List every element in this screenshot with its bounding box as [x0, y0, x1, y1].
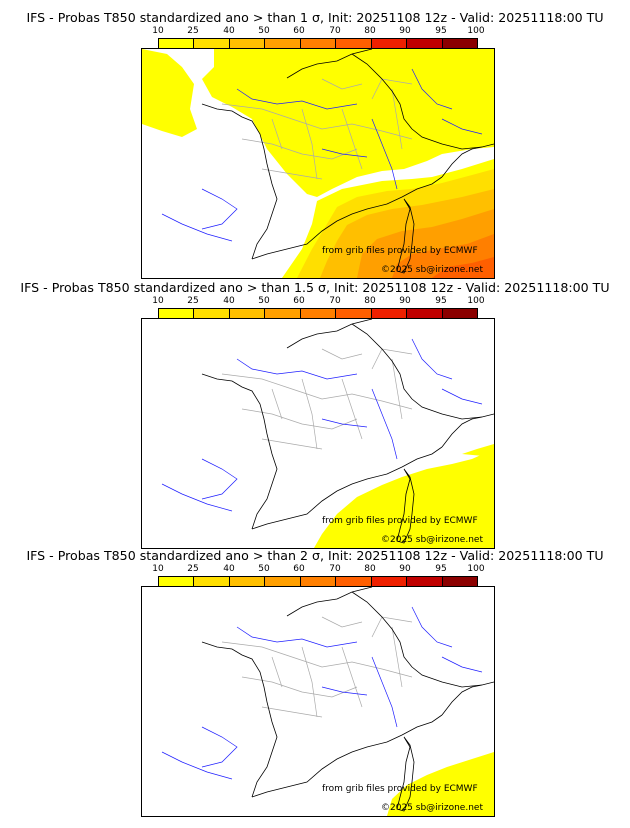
colorbar-tick: 25	[187, 26, 199, 36]
prob-area-10	[387, 752, 494, 816]
colorbar-tick: 40	[223, 564, 235, 574]
colorbar-tick: 100	[467, 296, 485, 306]
colorbar-swatch	[265, 577, 301, 586]
colorbar-swatch	[407, 39, 443, 48]
colorbar-swatch	[194, 39, 230, 48]
colorbar-swatch	[300, 309, 337, 318]
map-graphic	[161, 587, 494, 816]
colorbar-swatch	[194, 577, 230, 586]
colorbar-tick: 80	[364, 26, 376, 36]
colorbar-swatch	[407, 309, 443, 318]
colorbar-tick: 10	[152, 564, 164, 574]
colorbar-swatch	[442, 39, 477, 48]
copyright: ©2025 sb@irizone.net	[381, 535, 483, 545]
colorbar-swatch	[336, 309, 372, 318]
colorbar-tick: 90	[399, 564, 411, 574]
colorbar-tick: 80	[364, 564, 376, 574]
map-graphic	[161, 319, 494, 548]
prob-area-70	[432, 257, 494, 278]
colorbar: 10 25 40 50 60 70 80 90 95 100	[140, 26, 490, 54]
coastlines-and-borders	[201, 49, 494, 274]
colorbar-swatch	[265, 39, 301, 48]
colorbar-tick: 60	[293, 564, 305, 574]
colorbar-swatch	[265, 309, 301, 318]
colorbar-swatch	[371, 577, 408, 586]
colorbar-tick: 95	[435, 564, 447, 574]
colorbar-swatch	[442, 577, 477, 586]
colorbar-swatch	[407, 577, 443, 586]
rivers	[161, 606, 483, 780]
data-credit: from grib files provided by ECMWF	[322, 516, 478, 526]
colorbar-tick: 60	[293, 296, 305, 306]
panel-title: IFS - Probas T850 standardized ano > tha…	[26, 10, 604, 25]
colorbar-swatch	[300, 577, 337, 586]
copyright: ©2025 sb@irizone.net	[381, 803, 483, 813]
probability-map: from grib files provided by ECMWF ©2025 …	[141, 48, 495, 279]
colorbar-swatch	[371, 309, 408, 318]
colorbar-tick: 50	[258, 564, 270, 574]
data-credit: from grib files provided by ECMWF	[322, 784, 478, 794]
colorbar-tick-labels: 10 25 40 50 60 70 80 90 95 100	[140, 296, 490, 307]
colorbar-tick: 100	[467, 564, 485, 574]
colorbar-tick: 25	[187, 564, 199, 574]
data-credit: from grib files provided by ECMWF	[322, 246, 478, 256]
colorbar-swatch	[442, 309, 477, 318]
rivers	[161, 338, 483, 512]
colorbar-swatch	[371, 39, 408, 48]
coastlines-and-borders	[201, 319, 494, 544]
region-borders	[221, 616, 413, 718]
colorbar-tick: 50	[258, 296, 270, 306]
colorbar-tick: 90	[399, 26, 411, 36]
colorbar-swatch	[229, 577, 266, 586]
colorbar-swatch	[159, 309, 195, 318]
colorbar-tick: 10	[152, 26, 164, 36]
map-graphic	[142, 49, 494, 278]
colorbar-tick: 80	[364, 296, 376, 306]
colorbar-swatch	[229, 39, 266, 48]
colorbar-tick: 70	[329, 296, 341, 306]
prob-area-10	[314, 449, 494, 548]
coastlines-and-borders	[201, 587, 494, 812]
colorbar-swatch	[300, 39, 337, 48]
copyright: ©2025 sb@irizone.net	[381, 265, 483, 275]
region-borders	[221, 348, 413, 450]
colorbar-tick: 60	[293, 26, 305, 36]
colorbar-tick: 95	[435, 296, 447, 306]
colorbar-swatch	[336, 39, 372, 48]
prob-area-10	[142, 49, 494, 197]
colorbar-swatch	[336, 577, 372, 586]
probability-map: from grib files provided by ECMWF ©2025 …	[141, 318, 495, 549]
colorbar: 10 25 40 50 60 70 80 90 95 100	[140, 296, 490, 324]
colorbar-tick: 95	[435, 26, 447, 36]
colorbar-tick-labels: 10 25 40 50 60 70 80 90 95 100	[140, 26, 490, 37]
probability-map: from grib files provided by ECMWF ©2025 …	[141, 586, 495, 817]
colorbar-swatch	[229, 309, 266, 318]
colorbar-tick: 70	[329, 26, 341, 36]
colorbar-tick: 50	[258, 26, 270, 36]
colorbar-tick: 100	[467, 26, 485, 36]
colorbar-tick: 40	[223, 296, 235, 306]
prob-area-10	[462, 444, 494, 457]
panel-title: IFS - Probas T850 standardized ano > tha…	[20, 280, 610, 295]
colorbar-tick: 70	[329, 564, 341, 574]
panel-title: IFS - Probas T850 standardized ano > tha…	[26, 548, 604, 563]
colorbar-tick: 90	[399, 296, 411, 306]
colorbar-swatch	[159, 577, 195, 586]
rivers	[161, 68, 483, 242]
colorbar-swatch	[194, 309, 230, 318]
colorbar-tick: 25	[187, 296, 199, 306]
colorbar-tick: 10	[152, 296, 164, 306]
colorbar-swatch	[159, 39, 195, 48]
colorbar-tick: 40	[223, 26, 235, 36]
colorbar-tick-labels: 10 25 40 50 60 70 80 90 95 100	[140, 564, 490, 575]
